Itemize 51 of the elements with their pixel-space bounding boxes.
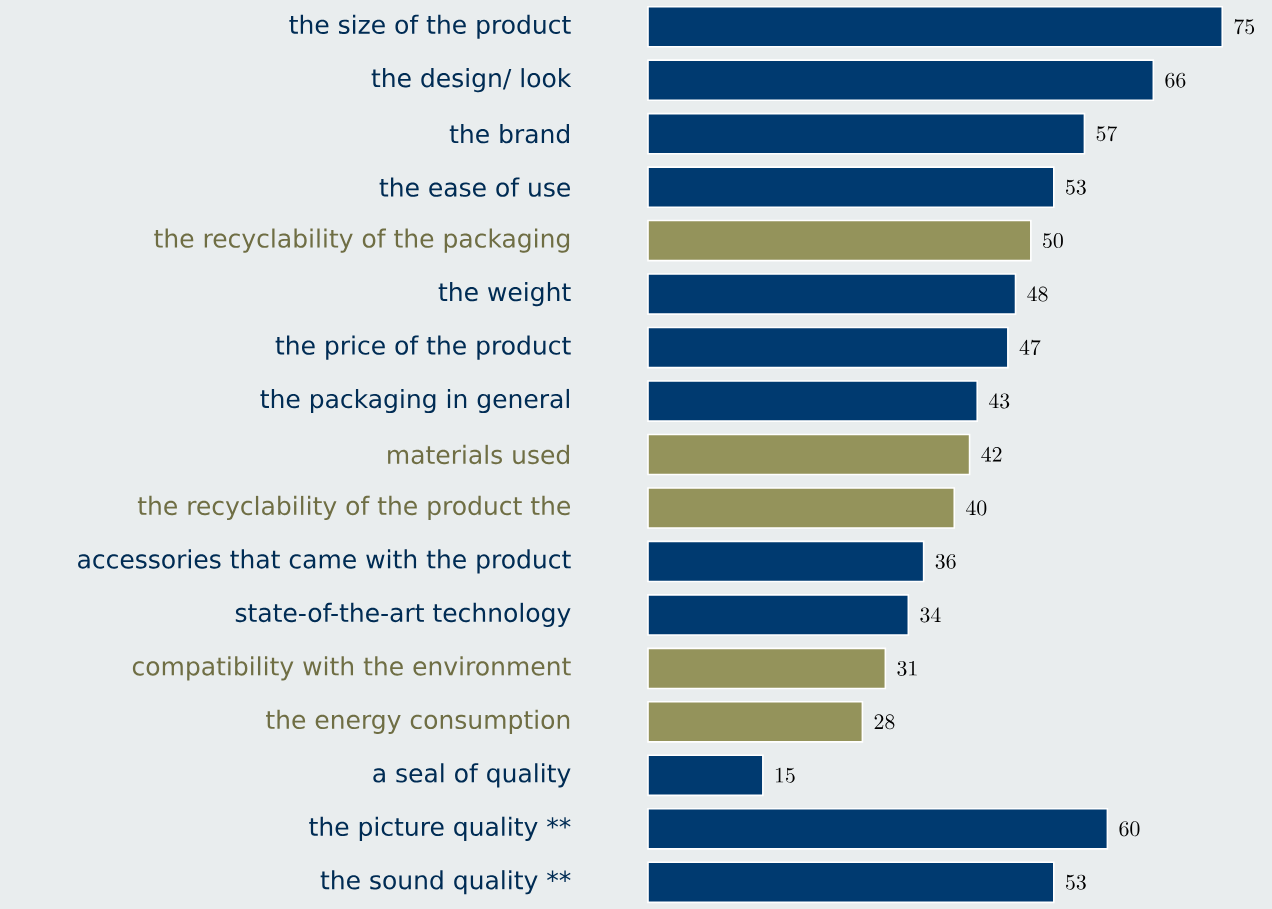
y-tick-label: the picture quality ** — [309, 816, 571, 841]
data-label: 36 — [935, 553, 956, 569]
y-tick-label: a seal of quality — [373, 763, 571, 788]
y-tick-label: the weight — [438, 281, 571, 307]
data-label: 47 — [1019, 339, 1041, 356]
y-tick-label: the size of the product — [289, 14, 571, 39]
bar — [647, 5, 1224, 48]
bar — [647, 433, 971, 476]
data-label: 31 — [897, 660, 917, 676]
y-tick-label: state-of-the-art technology — [235, 602, 571, 628]
data-label: 66 — [1165, 72, 1186, 88]
data-label: 60 — [1119, 821, 1140, 837]
data-label: 53 — [1066, 179, 1086, 195]
data-label: 43 — [988, 393, 1010, 409]
y-tick-label: the recyclability of the product the — [137, 495, 570, 521]
data-label: 75 — [1234, 19, 1255, 35]
y-tick-label: the ease of use — [379, 177, 570, 197]
bar — [647, 861, 1055, 904]
bar — [647, 540, 925, 583]
y-tick-label: the brand — [449, 124, 569, 144]
y-tick-label: the sound quality ** — [320, 870, 571, 895]
data-label: 28 — [874, 714, 895, 730]
y-tick-label: the price of the product — [275, 335, 571, 360]
bar — [647, 701, 864, 743]
bar — [647, 273, 1017, 315]
bar — [647, 112, 1086, 155]
data-label: 42 — [981, 446, 1002, 462]
bar — [647, 166, 1055, 208]
bar — [647, 807, 1109, 850]
bar — [647, 487, 956, 529]
bar — [647, 59, 1155, 102]
data-label: 53 — [1066, 874, 1086, 890]
y-tick-label: the recyclability of the packaging — [154, 228, 570, 253]
y-tick-label: the energy consumption — [266, 709, 570, 734]
y-tick-label: the design/ look — [371, 68, 572, 93]
data-label: 48 — [1027, 286, 1048, 302]
data-label: 34 — [920, 607, 941, 623]
data-label: 40 — [966, 500, 987, 516]
bar — [647, 219, 1032, 262]
y-tick-label: the packaging in general — [260, 388, 569, 414]
bar — [647, 647, 887, 690]
data-label: 15 — [775, 767, 795, 783]
bar — [647, 594, 910, 636]
bar — [647, 326, 1009, 369]
y-tick-label: materials used — [388, 444, 569, 465]
y-tick-label: compatibility with the environment — [132, 656, 571, 681]
bar — [647, 754, 764, 797]
data-label: 57 — [1096, 125, 1118, 142]
data-label: 50 — [1043, 233, 1063, 249]
y-tick-label: accessories that came with the product — [78, 549, 571, 574]
bar — [647, 380, 979, 422]
